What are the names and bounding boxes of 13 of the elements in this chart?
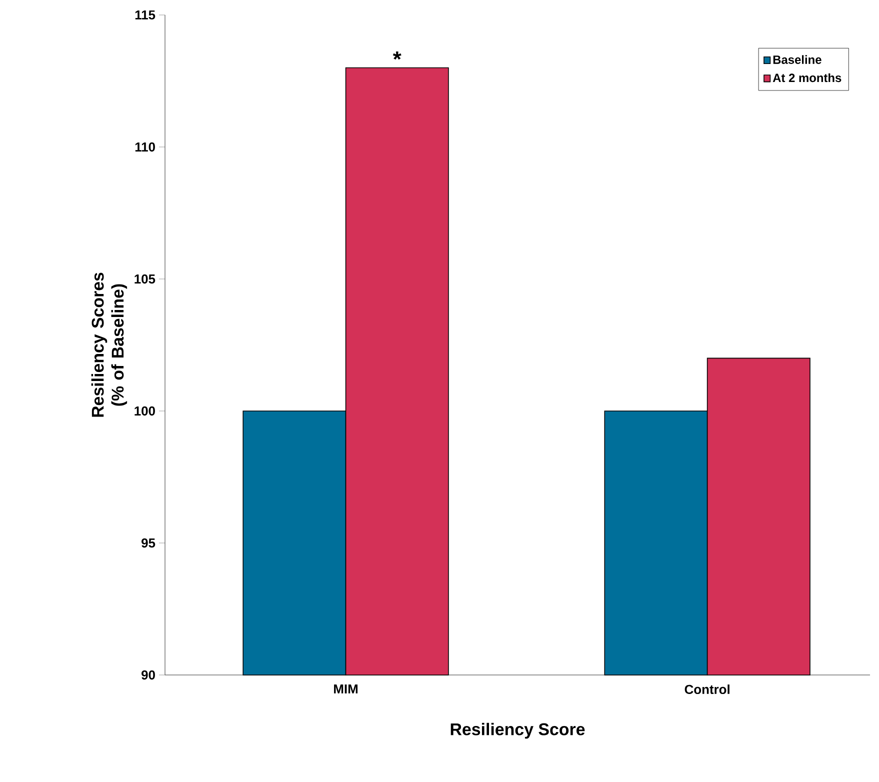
legend-label: Baseline: [773, 55, 822, 64]
y-tick-label: 115: [135, 10, 156, 20]
x-tick-label: Control: [684, 684, 730, 694]
y-tick-label: 90: [142, 670, 155, 680]
x-tick-label: MIM: [334, 684, 358, 694]
y-axis-title: Resiliency Scores (% of Baseline): [91, 272, 128, 417]
y-tick-label: 95: [142, 538, 156, 548]
annotation: *: [392, 52, 402, 60]
y-tick-label: 100: [134, 406, 155, 416]
y-tick-label: 105: [134, 274, 156, 284]
legend-label: At 2 months: [772, 73, 842, 82]
x-axis-title: Resiliency Score: [450, 722, 585, 739]
y-tick-label: 110: [135, 142, 155, 152]
